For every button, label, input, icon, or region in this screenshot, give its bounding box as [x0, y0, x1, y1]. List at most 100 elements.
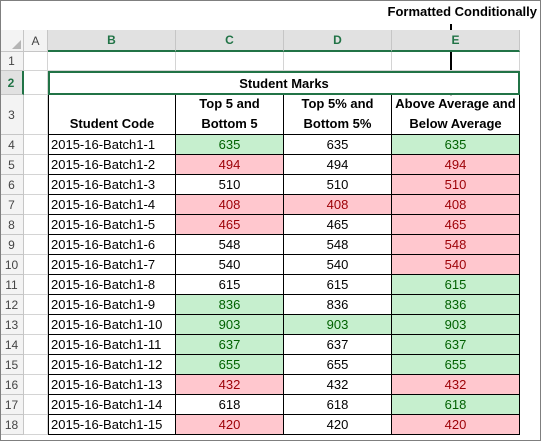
mark-cell-e[interactable]: 548 [392, 235, 520, 255]
cell-c1[interactable] [176, 52, 284, 71]
header-above-below-average[interactable]: Above Average and Below Average [392, 95, 520, 135]
mark-cell-d[interactable]: 618 [284, 395, 392, 415]
header-student-code[interactable]: Student Code [48, 95, 176, 135]
mark-cell-d[interactable]: 615 [284, 275, 392, 295]
cell-a10[interactable] [24, 255, 48, 275]
mark-cell-c[interactable]: 432 [176, 375, 284, 395]
header-top5-bottom5[interactable]: Top 5 and Bottom 5 [176, 95, 284, 135]
cell-a1[interactable] [24, 52, 48, 71]
row-header-4[interactable]: 4 [0, 135, 24, 155]
row-header-16[interactable]: 16 [0, 375, 24, 395]
mark-cell-d[interactable]: 836 [284, 295, 392, 315]
cell-a11[interactable] [24, 275, 48, 295]
mark-cell-d[interactable]: 548 [284, 235, 392, 255]
mark-cell-e[interactable]: 510 [392, 175, 520, 195]
mark-cell-e[interactable]: 540 [392, 255, 520, 275]
mark-cell-d[interactable]: 635 [284, 135, 392, 155]
row-header-1[interactable]: 1 [0, 52, 24, 71]
mark-cell-d[interactable]: 408 [284, 195, 392, 215]
mark-cell-e[interactable]: 408 [392, 195, 520, 215]
row-header-9[interactable]: 9 [0, 235, 24, 255]
mark-cell-e[interactable]: 637 [392, 335, 520, 355]
row-header-14[interactable]: 14 [0, 335, 24, 355]
cell-a14[interactable] [24, 335, 48, 355]
mark-cell-d[interactable]: 465 [284, 215, 392, 235]
row-header-13[interactable]: 13 [0, 315, 24, 335]
mark-cell-c[interactable]: 655 [176, 355, 284, 375]
cell-a16[interactable] [24, 375, 48, 395]
row-header-3[interactable]: 3 [0, 95, 24, 135]
mark-cell-c[interactable]: 836 [176, 295, 284, 315]
table-title-cell[interactable]: Student Marks [48, 71, 520, 95]
row-header-2[interactable]: 2 [0, 71, 24, 95]
student-code-cell[interactable]: 2015-16-Batch1-11 [48, 335, 176, 355]
cell-a7[interactable] [24, 195, 48, 215]
cell-a13[interactable] [24, 315, 48, 335]
mark-cell-c[interactable]: 548 [176, 235, 284, 255]
mark-cell-d[interactable]: 494 [284, 155, 392, 175]
cell-a6[interactable] [24, 175, 48, 195]
spreadsheet-grid[interactable]: A B C D E 1 2 Student Marks 3 Student Co… [0, 30, 520, 435]
student-code-cell[interactable]: 2015-16-Batch1-7 [48, 255, 176, 275]
row-header-17[interactable]: 17 [0, 395, 24, 415]
mark-cell-c[interactable]: 540 [176, 255, 284, 275]
student-code-cell[interactable]: 2015-16-Batch1-8 [48, 275, 176, 295]
cell-a15[interactable] [24, 355, 48, 375]
mark-cell-d[interactable]: 420 [284, 415, 392, 435]
mark-cell-c[interactable]: 420 [176, 415, 284, 435]
cell-a5[interactable] [24, 155, 48, 175]
row-header-18[interactable]: 18 [0, 415, 24, 435]
mark-cell-e[interactable]: 655 [392, 355, 520, 375]
mark-cell-d[interactable]: 540 [284, 255, 392, 275]
row-header-10[interactable]: 10 [0, 255, 24, 275]
student-code-cell[interactable]: 2015-16-Batch1-9 [48, 295, 176, 315]
student-code-cell[interactable]: 2015-16-Batch1-6 [48, 235, 176, 255]
mark-cell-c[interactable]: 510 [176, 175, 284, 195]
student-code-cell[interactable]: 2015-16-Batch1-10 [48, 315, 176, 335]
cell-a12[interactable] [24, 295, 48, 315]
row-header-5[interactable]: 5 [0, 155, 24, 175]
row-header-11[interactable]: 11 [0, 275, 24, 295]
student-code-cell[interactable]: 2015-16-Batch1-3 [48, 175, 176, 195]
mark-cell-e[interactable]: 465 [392, 215, 520, 235]
cell-d1[interactable] [284, 52, 392, 71]
mark-cell-c[interactable]: 635 [176, 135, 284, 155]
header-top5pct-bottom5pct[interactable]: Top 5% and Bottom 5% [284, 95, 392, 135]
cell-a17[interactable] [24, 395, 48, 415]
mark-cell-d[interactable]: 510 [284, 175, 392, 195]
mark-cell-d[interactable]: 637 [284, 335, 392, 355]
mark-cell-c[interactable]: 618 [176, 395, 284, 415]
cell-a9[interactable] [24, 235, 48, 255]
student-code-cell[interactable]: 2015-16-Batch1-13 [48, 375, 176, 395]
column-header-c[interactable]: C [176, 30, 284, 52]
column-header-d[interactable]: D [284, 30, 392, 52]
student-code-cell[interactable]: 2015-16-Batch1-2 [48, 155, 176, 175]
student-code-cell[interactable]: 2015-16-Batch1-4 [48, 195, 176, 215]
cell-a2[interactable] [24, 71, 48, 95]
mark-cell-c[interactable]: 903 [176, 315, 284, 335]
mark-cell-d[interactable]: 655 [284, 355, 392, 375]
mark-cell-e[interactable]: 494 [392, 155, 520, 175]
mark-cell-d[interactable]: 432 [284, 375, 392, 395]
mark-cell-c[interactable]: 408 [176, 195, 284, 215]
mark-cell-c[interactable]: 494 [176, 155, 284, 175]
mark-cell-c[interactable]: 465 [176, 215, 284, 235]
cell-e1[interactable] [392, 52, 520, 71]
student-code-cell[interactable]: 2015-16-Batch1-5 [48, 215, 176, 235]
mark-cell-c[interactable]: 637 [176, 335, 284, 355]
mark-cell-e[interactable]: 618 [392, 395, 520, 415]
row-header-15[interactable]: 15 [0, 355, 24, 375]
student-code-cell[interactable]: 2015-16-Batch1-15 [48, 415, 176, 435]
cell-a3[interactable] [24, 95, 48, 135]
mark-cell-c[interactable]: 615 [176, 275, 284, 295]
cell-b1[interactable] [48, 52, 176, 71]
mark-cell-e[interactable]: 836 [392, 295, 520, 315]
mark-cell-e[interactable]: 903 [392, 315, 520, 335]
mark-cell-e[interactable]: 432 [392, 375, 520, 395]
row-header-6[interactable]: 6 [0, 175, 24, 195]
row-header-8[interactable]: 8 [0, 215, 24, 235]
column-header-e[interactable]: E [392, 30, 520, 52]
cell-a8[interactable] [24, 215, 48, 235]
student-code-cell[interactable]: 2015-16-Batch1-14 [48, 395, 176, 415]
mark-cell-d[interactable]: 903 [284, 315, 392, 335]
